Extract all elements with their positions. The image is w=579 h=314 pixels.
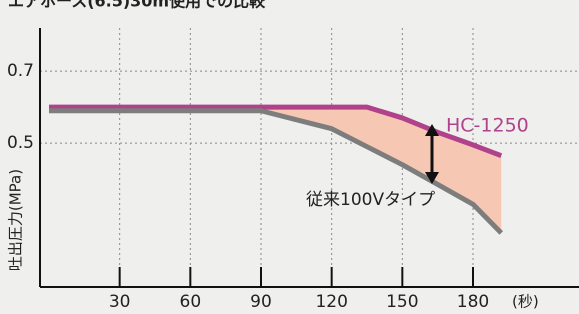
x-tick-label: 90 <box>250 292 272 312</box>
y-tick-label: 0.5 <box>7 133 34 153</box>
chart-title: エアホース(6.5)30m使用での比較 <box>8 0 266 11</box>
x-tick-label: 180 <box>457 292 489 312</box>
chart: エアホース(6.5)30m使用での比較 吐出圧力(MPa) (秒) 0.5 0.7… <box>0 0 579 314</box>
x-tick-label: 120 <box>315 292 347 312</box>
x-axis-unit: (秒) <box>512 293 539 311</box>
x-tick-label: 30 <box>109 292 131 312</box>
y-axis-label: 吐出圧力(MPa) <box>7 169 25 271</box>
series-label: 従来100Vタイプ <box>306 190 435 210</box>
x-tick-label: 150 <box>386 292 418 312</box>
x-tick-label: 60 <box>180 292 202 312</box>
y-tick-label: 0.7 <box>7 61 34 81</box>
series-label: HC-1250 <box>446 115 529 137</box>
